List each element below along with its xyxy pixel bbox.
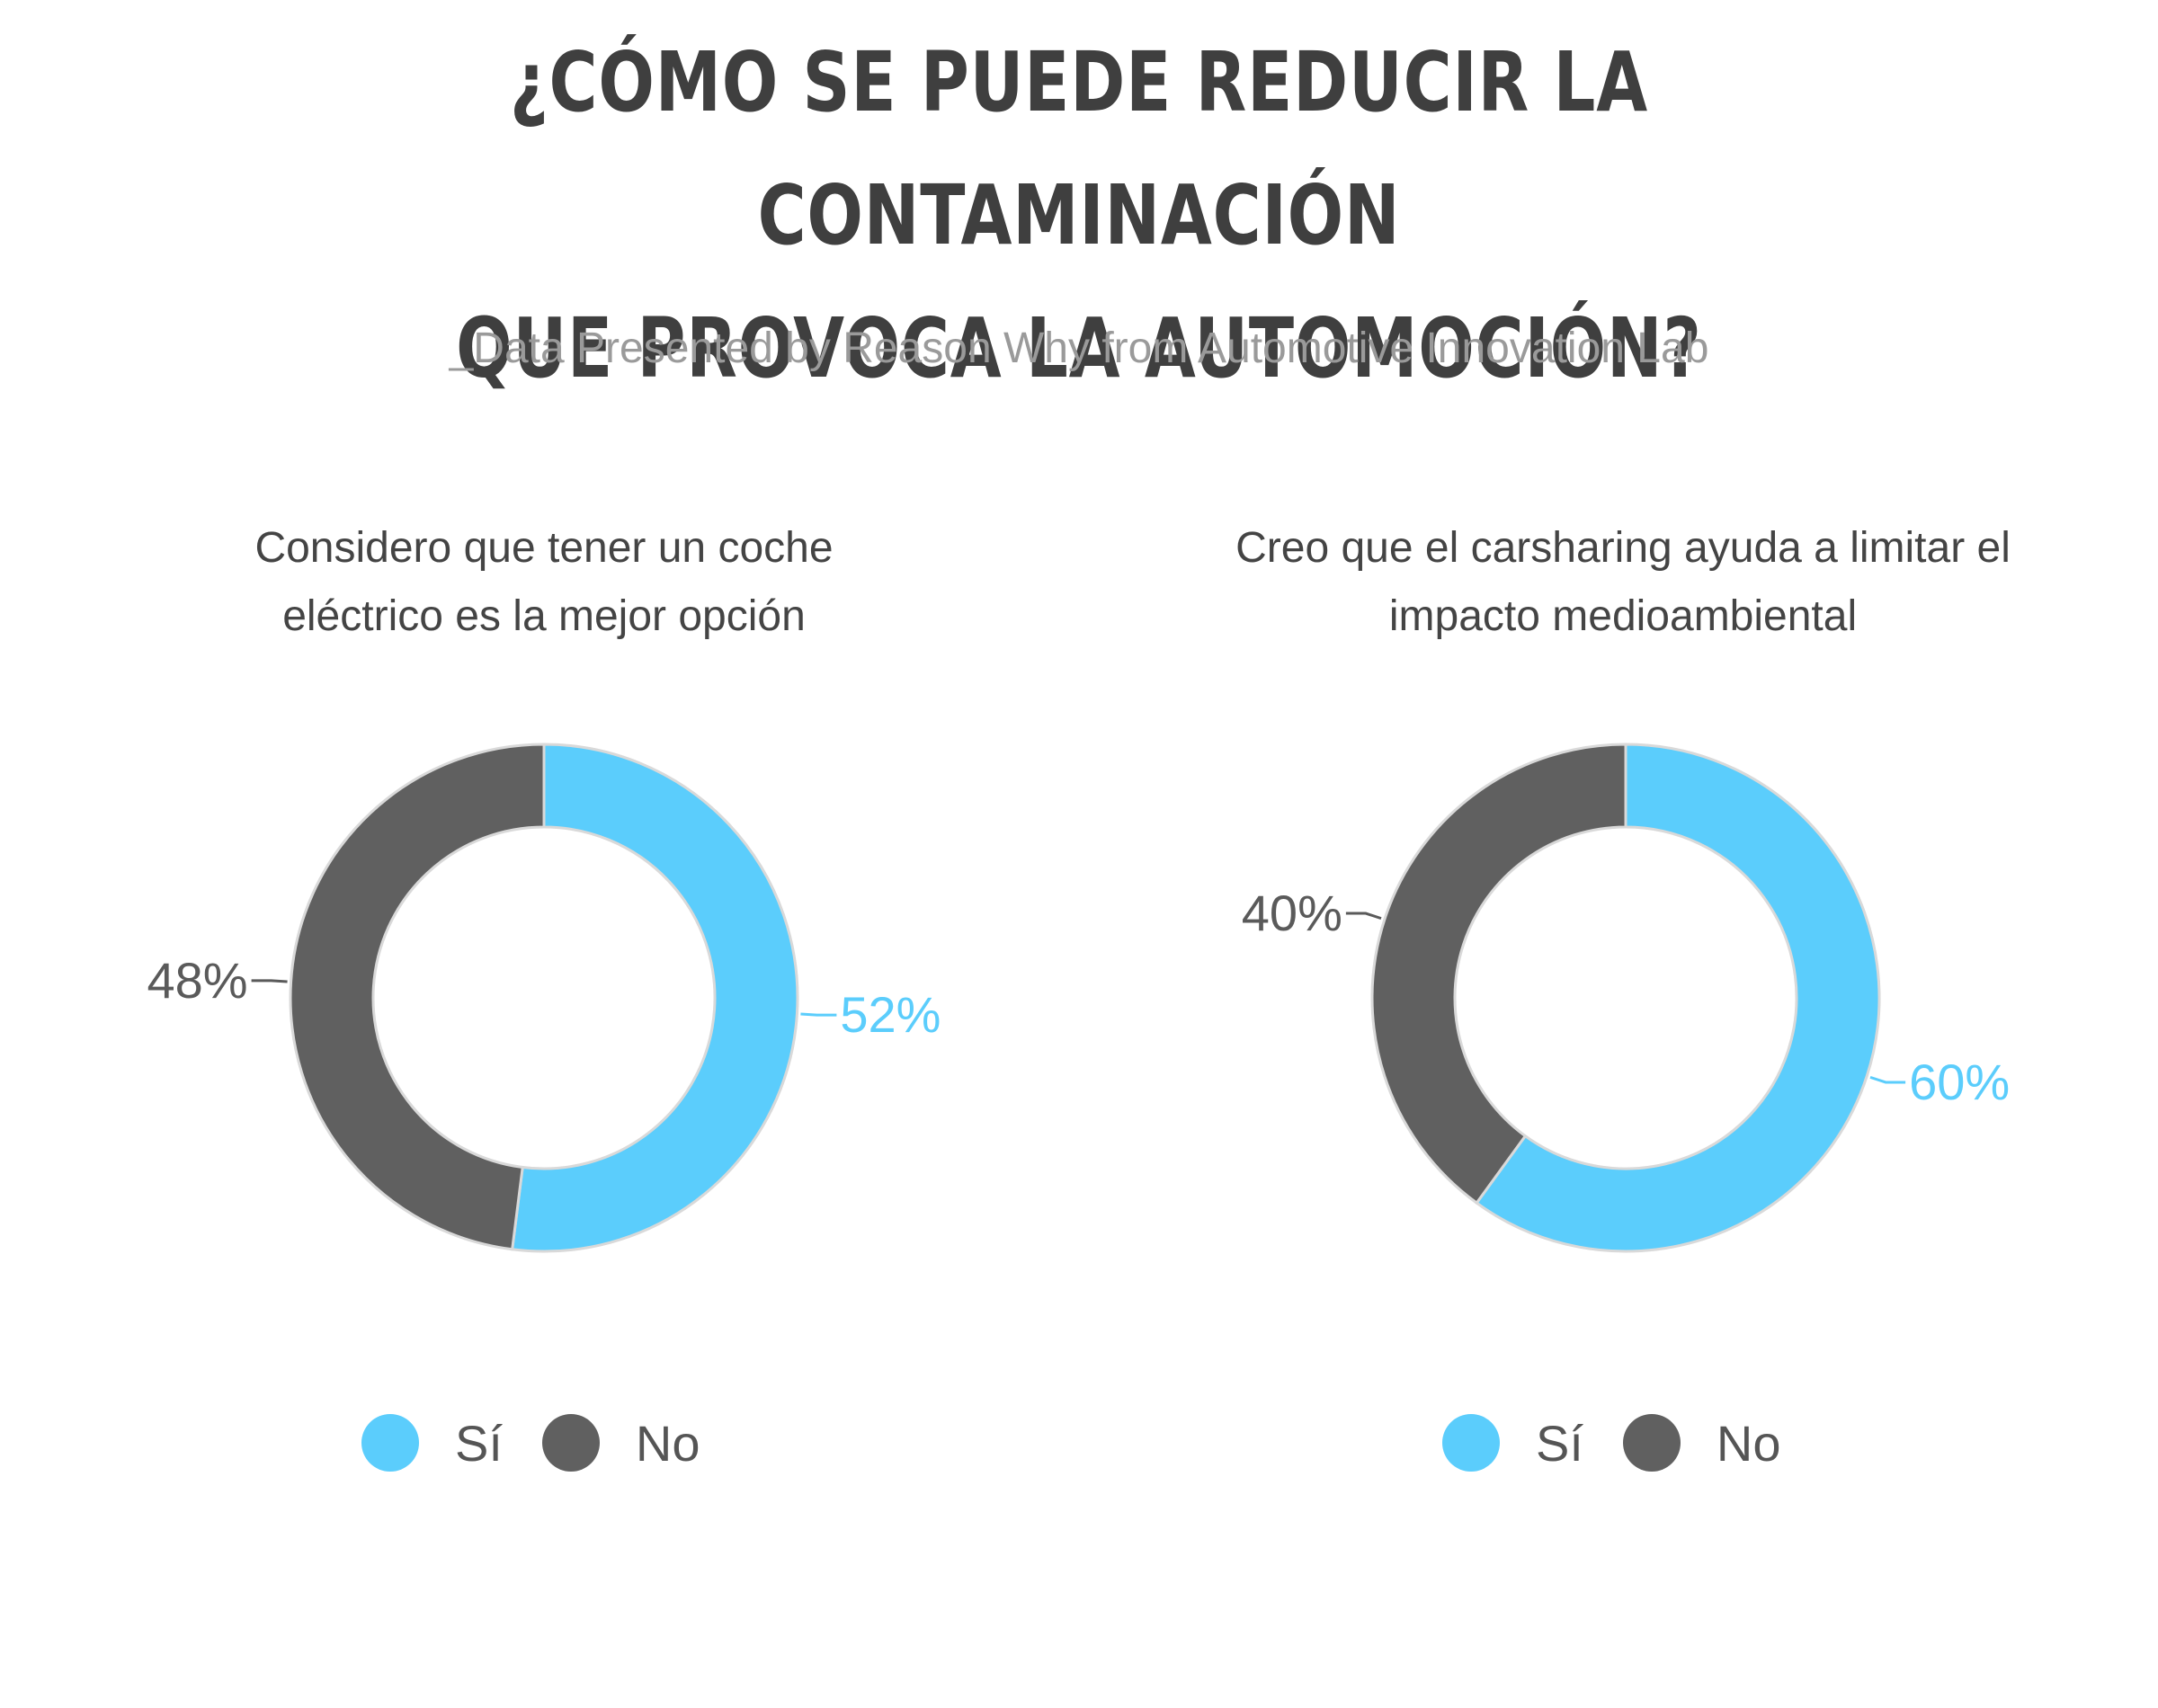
- value-label-no: 40%: [1242, 885, 1342, 941]
- donut-chart-carsharing: 60% 40%: [1242, 743, 2010, 1253]
- leader-line-si: [1869, 1075, 1906, 1084]
- chart-2-title: Creo que el carsharing ayuda a limitar e…: [1173, 514, 2073, 651]
- legend-swatch-si: [361, 1414, 419, 1472]
- slice-no: [1370, 743, 1627, 1205]
- donut-chart-electric-car: 52% 48%: [147, 743, 941, 1253]
- legend-label-no: No: [635, 1414, 700, 1472]
- leader-line-no: [251, 979, 288, 983]
- value-label-si: 52%: [840, 986, 941, 1043]
- chart-1-title-line-1: Considero que tener un coche: [254, 524, 834, 572]
- legend-swatch-no: [541, 1414, 600, 1472]
- chart-1-title-line-2: eléctrico es la mejor opción: [282, 592, 806, 640]
- value-label-si: 60%: [1909, 1054, 2010, 1110]
- chart-2-title-line-2: impacto medioambiental: [1388, 592, 1858, 640]
- page-title-line-1: ¿CÓMO SE PUEDE REDUCIR LA CONTAMINACIÓN: [510, 34, 1648, 263]
- chart-1-title: Considero que tener un coche eléctrico e…: [94, 514, 994, 651]
- slice-si: [510, 743, 799, 1253]
- legend-swatch-no: [1622, 1414, 1681, 1472]
- page-subtitle: _Data Presented by Reason Why from Autom…: [449, 325, 1709, 372]
- value-label-no: 48%: [147, 952, 248, 1009]
- legend-swatch-si: [1442, 1414, 1500, 1472]
- page-title: ¿CÓMO SE PUEDE REDUCIR LA CONTAMINACIÓN …: [216, 16, 1942, 415]
- page-title-line-2: QUE PROVOCA LA AUTOMOCIÓN?: [456, 300, 1702, 396]
- leader-line-no: [1345, 912, 1382, 921]
- chart-2-title-line-1: Creo que el carsharing ayuda a limitar e…: [1235, 524, 2011, 572]
- legend-label-si: Sí: [455, 1414, 503, 1472]
- chart-1-legend: Sí No: [361, 1411, 700, 1474]
- leader-line-si: [800, 1012, 837, 1017]
- chart-2-legend: Sí No: [1442, 1411, 1781, 1474]
- slice-no: [289, 743, 546, 1251]
- slice-si: [1475, 743, 1881, 1253]
- legend-label-si: Sí: [1536, 1414, 1583, 1472]
- legend-label-no: No: [1716, 1414, 1781, 1472]
